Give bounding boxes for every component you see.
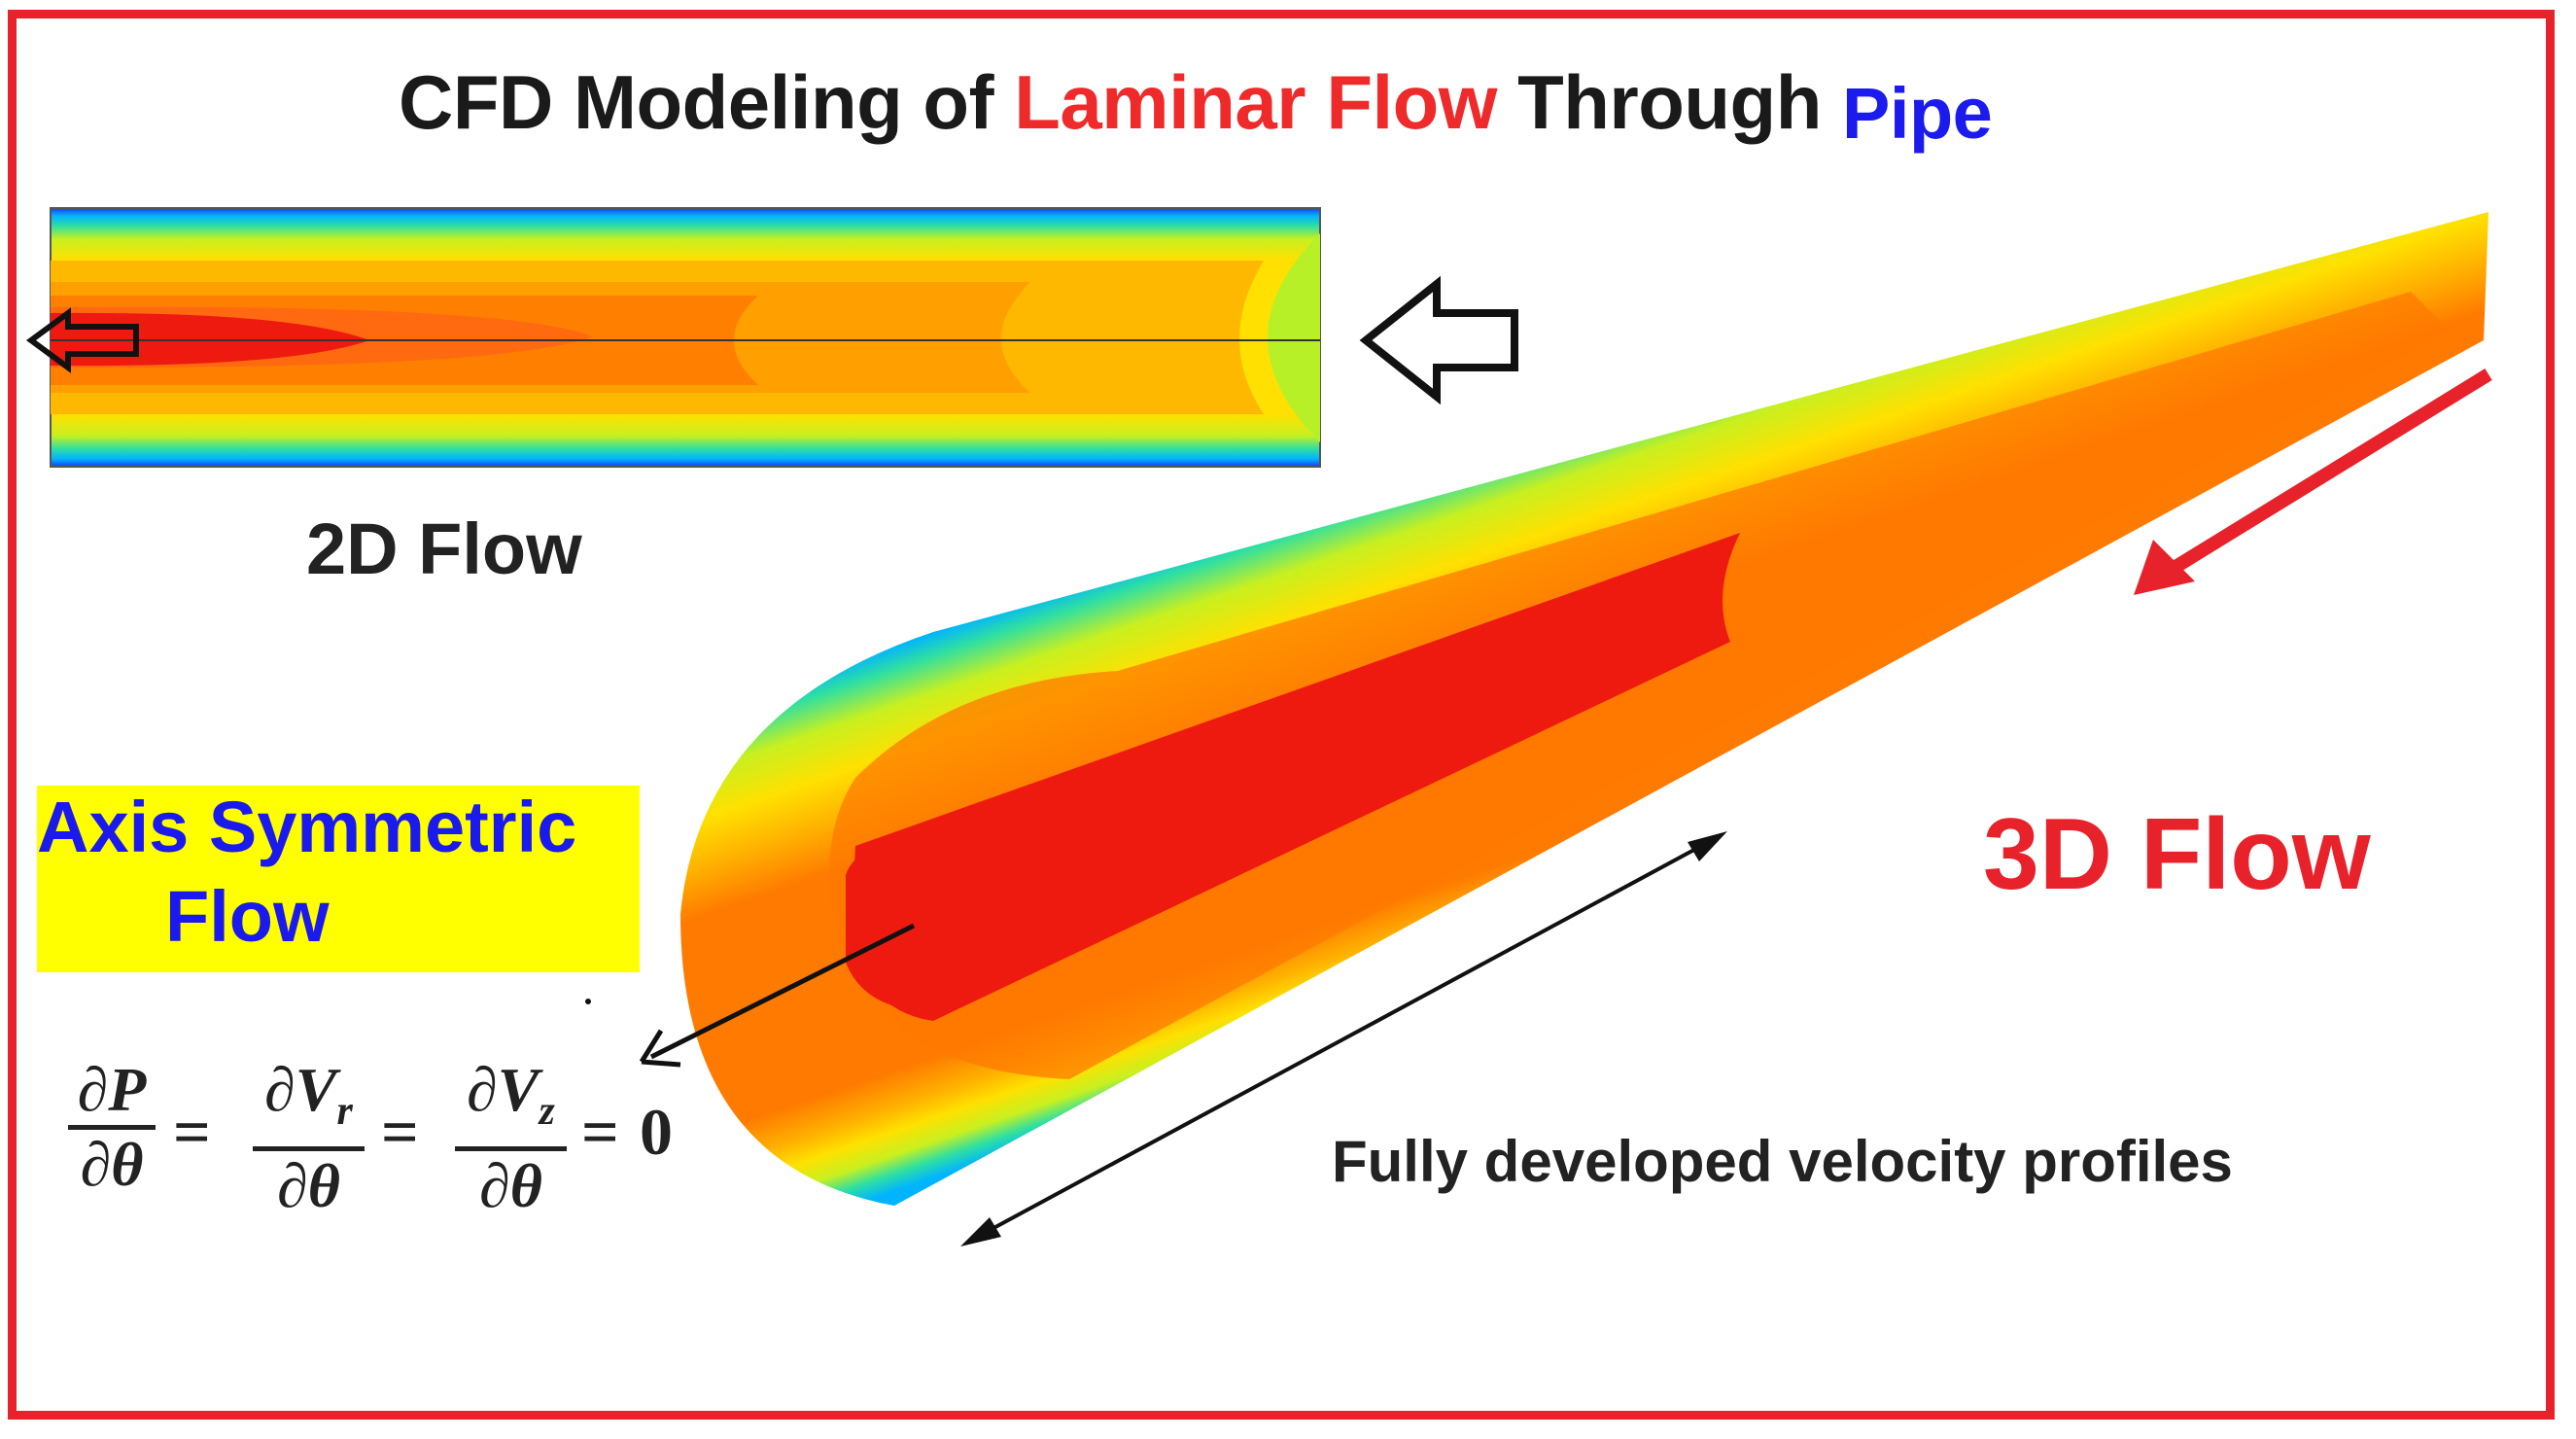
axis-pointer-arrow xyxy=(639,923,916,1068)
inlet-arrow-icon xyxy=(1359,275,1518,405)
outlet-arrow-icon xyxy=(25,307,139,373)
frac1-denominator: ∂θ xyxy=(80,1130,144,1199)
title-laminar-flow: Laminar Flow xyxy=(1014,59,1497,145)
label-2d-flow: 2D Flow xyxy=(306,509,582,589)
fraction-dp-dtheta: ∂P ∂θ xyxy=(68,1055,156,1200)
frac3-denominator: ∂θ xyxy=(479,1150,542,1220)
title-part-1: CFD Modeling of xyxy=(399,59,1015,145)
page-title: CFD Modeling of Laminar Flow Through Pip… xyxy=(399,58,1993,154)
frac3-numerator: ∂V xyxy=(467,1055,540,1124)
fraction-dvz-dtheta: ∂Vz ∂θ xyxy=(455,1055,567,1221)
axis-symmetric-label-flow: Flow xyxy=(165,876,330,957)
developed-length-arrow xyxy=(960,831,1727,1246)
equals-sign: = xyxy=(381,1095,419,1169)
equation-zero: 0 xyxy=(640,1095,673,1169)
frac2-subscript: r xyxy=(336,1088,353,1134)
outer-frame xyxy=(8,10,2555,1420)
frac2-numerator: ∂V xyxy=(264,1055,337,1124)
flow-direction-arrow-3d xyxy=(2134,369,2492,595)
axis-symmetric-highlight xyxy=(37,786,640,972)
dot-marker xyxy=(585,999,591,1004)
title-part-3: Through xyxy=(1496,59,1843,145)
equals-sign: = xyxy=(581,1095,619,1169)
axis-symmetric-label: Axis Symmetric xyxy=(37,787,577,867)
frac3-subscript: z xyxy=(539,1088,555,1134)
title-pipe: Pipe xyxy=(1842,73,1993,154)
pipe-2d-contour xyxy=(50,207,1321,468)
frac1-numerator: ∂P xyxy=(77,1055,147,1124)
label-3d-flow: 3D Flow xyxy=(1983,798,2371,911)
pipe-3d-contour xyxy=(680,212,2489,1206)
equals-sign: = xyxy=(173,1095,211,1169)
fraction-dvr-dtheta: ∂Vr ∂θ xyxy=(253,1055,365,1221)
frac2-denominator: ∂θ xyxy=(277,1150,340,1220)
fully-developed-label: Fully developed velocity profiles xyxy=(1332,1129,2233,1194)
